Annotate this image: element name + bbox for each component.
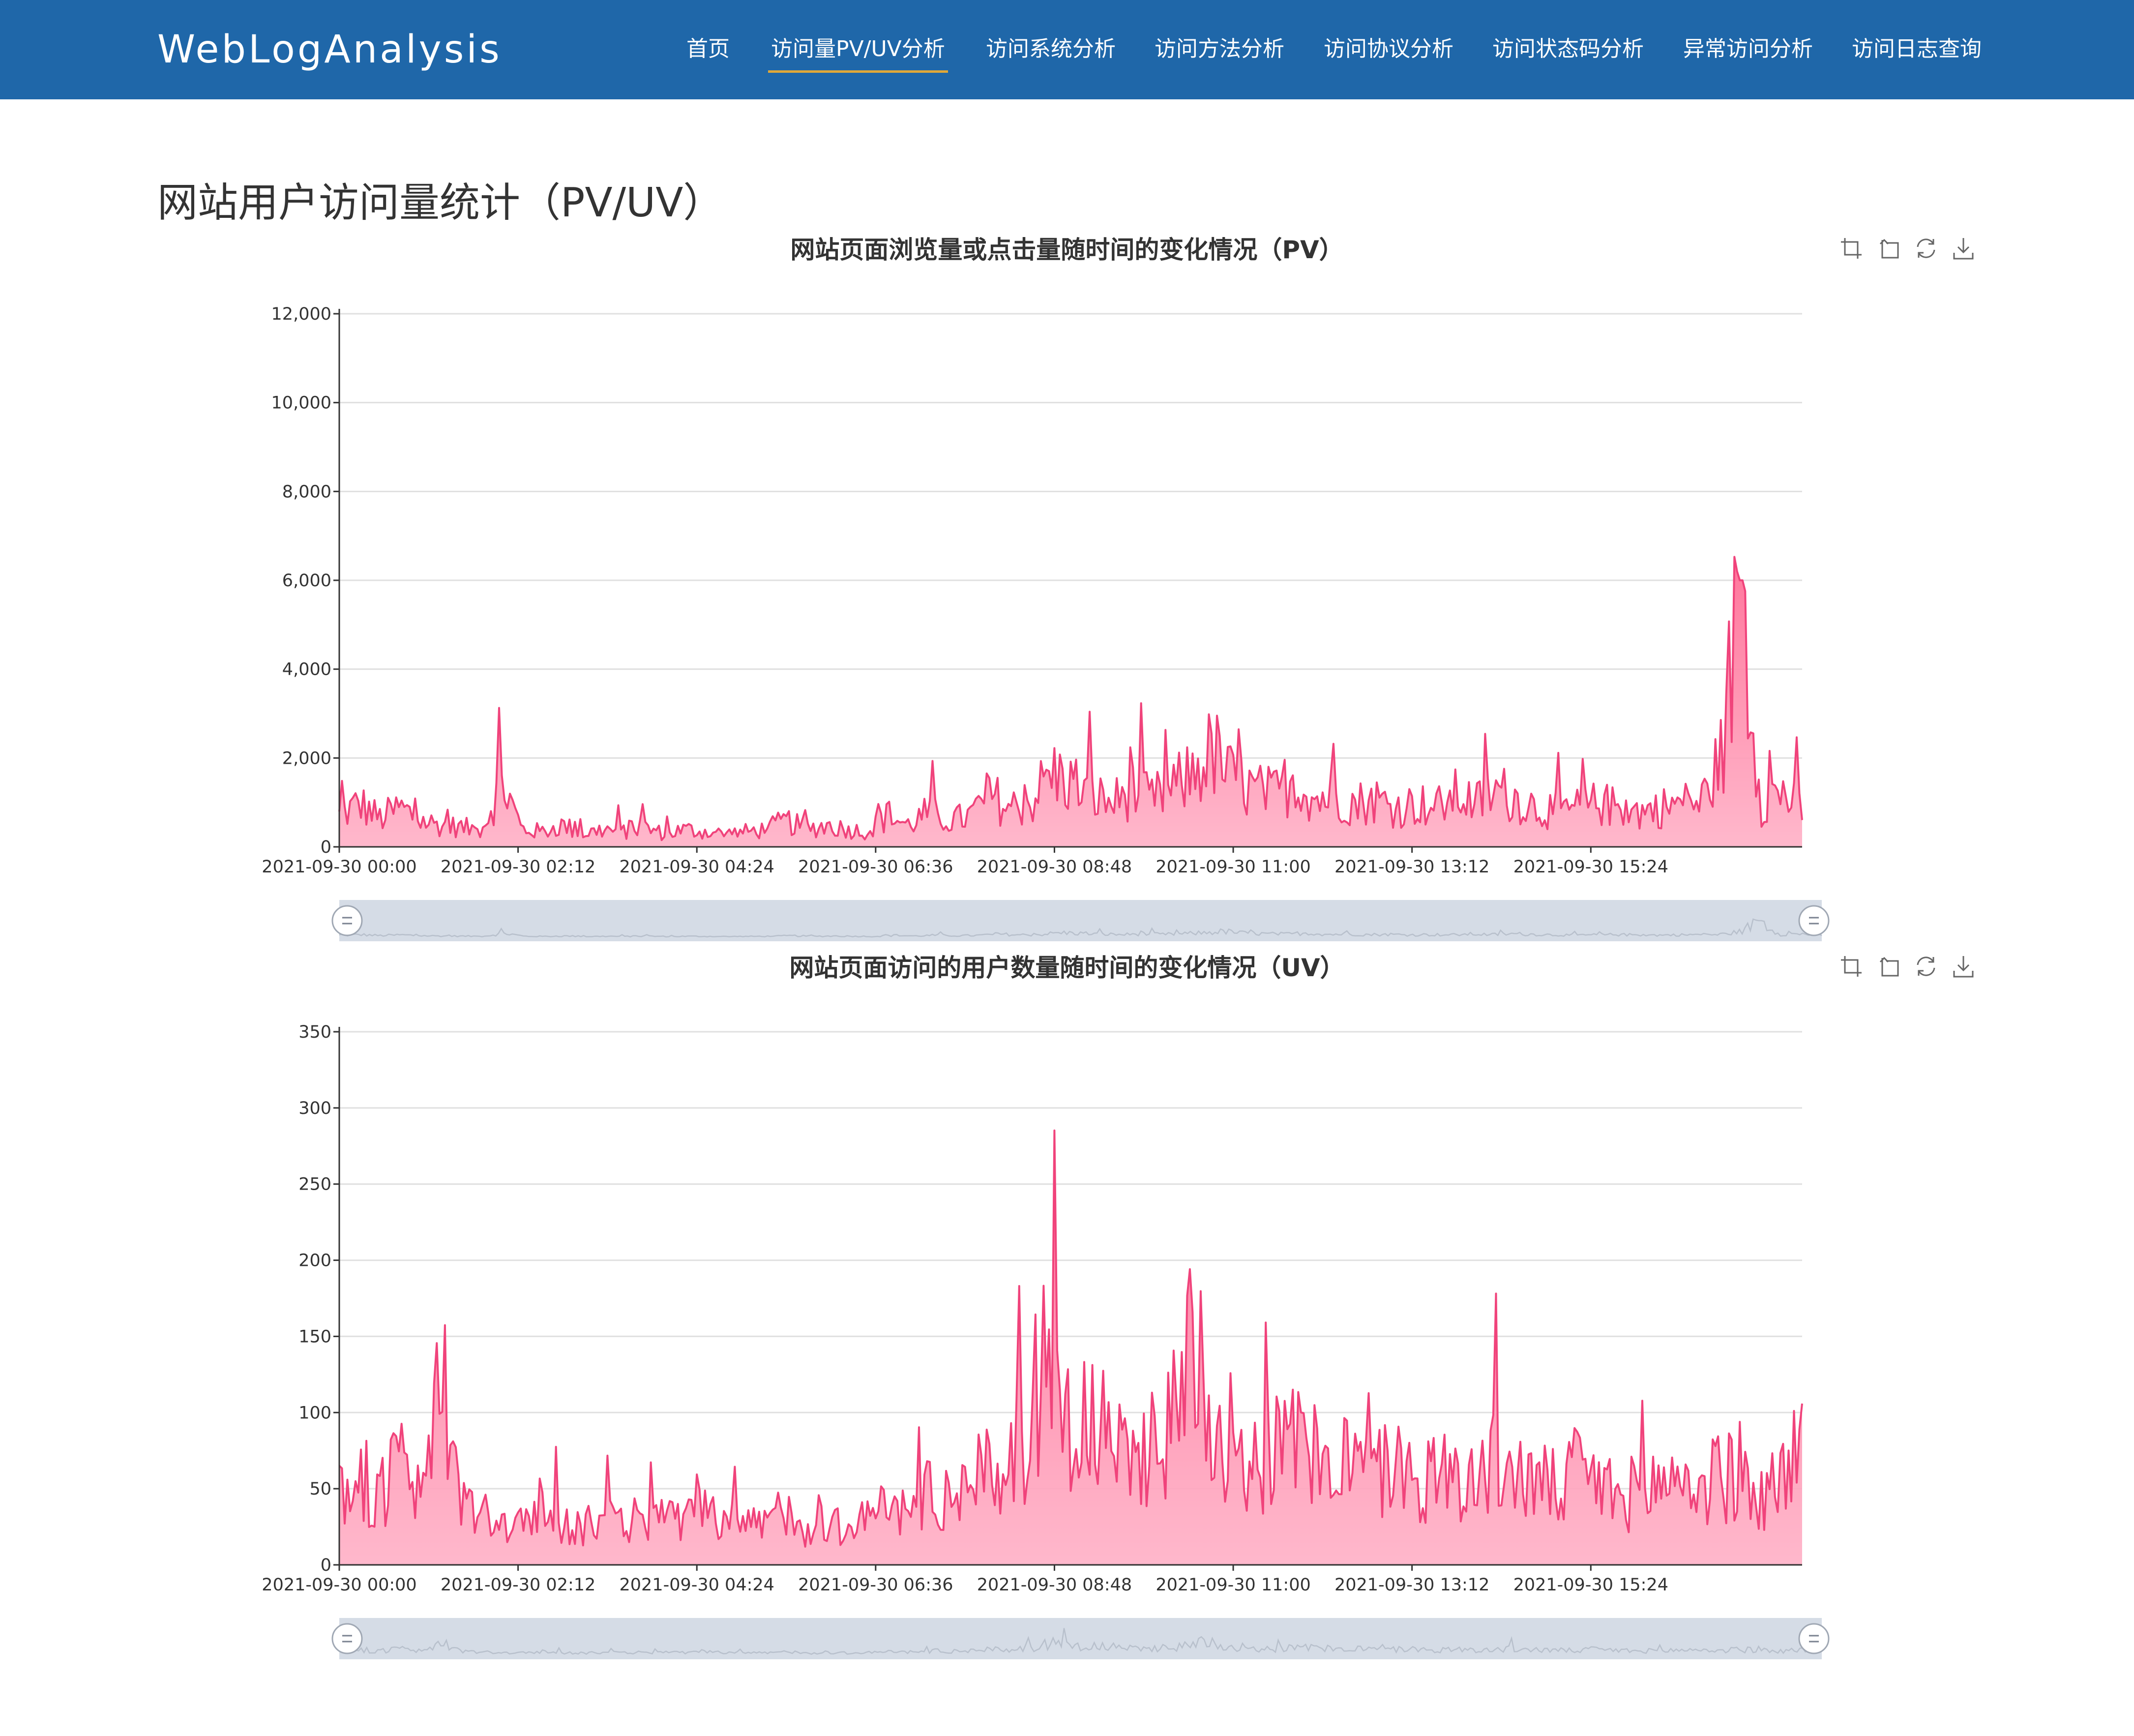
- pv-datazoom-preview: [339, 918, 1822, 938]
- uv-chart[interactable]: 0 50 100 150 200 250 300 350 2021-09-30 00:00 202…: [0, 984, 2134, 1659]
- uv-datazoom-left-handle[interactable]: [331, 1623, 363, 1654]
- uv-y-tick-label: 300: [298, 1099, 331, 1118]
- pv-datazoom-right-handle[interactable]: [1798, 905, 1830, 936]
- restore-icon[interactable]: [1914, 236, 1938, 261]
- nav-item-os[interactable]: 访问系统分析: [986, 36, 1116, 61]
- pv-datazoom-left-handle[interactable]: [331, 905, 363, 936]
- zoom-reset-icon[interactable]: [1876, 954, 1901, 979]
- pv-y-tick-label: 0: [321, 838, 331, 857]
- nav-item-status-code[interactable]: 访问状态码分析: [1492, 36, 1644, 61]
- pv-series-line: [338, 556, 1803, 841]
- pv-x-tick-label: 2021-09-30 08:48: [977, 857, 1132, 877]
- save-image-icon[interactable]: [1951, 236, 1976, 261]
- nav-item-pv-uv[interactable]: 访问量PV/UV分析: [768, 34, 948, 73]
- uv-y-tick-label: 0: [321, 1556, 331, 1575]
- pv-y-tick-label: 8,000: [282, 482, 331, 502]
- pv-series-area: [339, 557, 1802, 847]
- save-image-icon[interactable]: [1951, 954, 1976, 979]
- uv-x-tick-label: 2021-09-30 13:12: [1334, 1575, 1489, 1595]
- pv-y-tick-label: 4,000: [282, 660, 331, 680]
- top-navbar: WebLogAnalysis 首页 访问量PV/UV分析 访问系统分析 访问方法…: [0, 0, 2134, 99]
- pv-y-tick-label: 10,000: [271, 393, 331, 413]
- uv-y-tick-label: 250: [298, 1175, 331, 1195]
- uv-y-tick-label: 200: [298, 1251, 331, 1271]
- uv-series-line: [338, 1129, 1803, 1548]
- zoom-icon[interactable]: [1839, 954, 1864, 979]
- uv-x-tick-label: 2021-09-30 11:00: [1156, 1575, 1310, 1595]
- uv-x-tick-label: 2021-09-30 06:36: [798, 1575, 953, 1595]
- pv-chart-title: 网站页面浏览量或点击量随时间的变化情况（PV）: [790, 236, 1344, 264]
- uv-x-tick-label: 2021-09-30 02:12: [441, 1575, 595, 1595]
- pv-x-tick-label: 2021-09-30 13:12: [1334, 857, 1489, 877]
- uv-datazoom-preview: [339, 1628, 1822, 1655]
- zoom-reset-icon[interactable]: [1876, 236, 1901, 261]
- uv-x-tick-label: 2021-09-30 08:48: [977, 1575, 1132, 1595]
- pv-x-tick-label: 2021-09-30 15:24: [1513, 857, 1668, 877]
- uv-x-tick-label: 2021-09-30 15:24: [1513, 1575, 1668, 1595]
- pv-x-tick-label: 2021-09-30 00:00: [262, 857, 416, 877]
- pv-y-tick-label: 6,000: [282, 571, 331, 591]
- nav-item-protocol[interactable]: 访问协议分析: [1324, 36, 1453, 61]
- uv-x-tick-label: 2021-09-30 04:24: [620, 1575, 774, 1595]
- nav-item-home[interactable]: 首页: [686, 36, 730, 61]
- pv-y-tick-label: 12,000: [271, 304, 331, 324]
- pv-x-tick-label: 2021-09-30 06:36: [798, 857, 953, 877]
- pv-chart[interactable]: 0 2,000 4,000 6,000 8,000 10,000 12,000 2021-09…: [0, 266, 2134, 941]
- restore-icon[interactable]: [1914, 954, 1938, 979]
- page-title: 网站用户访问量统计（PV/UV）: [157, 180, 724, 226]
- uv-datazoom-right-handle[interactable]: [1798, 1623, 1830, 1654]
- pv-x-tick-label: 2021-09-30 02:12: [441, 857, 595, 877]
- nav-item-method[interactable]: 访问方法分析: [1155, 36, 1284, 61]
- uv-y-tick-label: 350: [298, 1022, 331, 1042]
- brand-logo[interactable]: WebLogAnalysis: [157, 28, 502, 72]
- uv-chart-title: 网站页面访问的用户数量随时间的变化情况（UV）: [789, 954, 1345, 982]
- zoom-icon[interactable]: [1839, 236, 1864, 261]
- uv-y-tick-label: 150: [298, 1327, 331, 1347]
- pv-datazoom-bar[interactable]: [339, 900, 1822, 941]
- nav-item-abnormal[interactable]: 异常访问分析: [1683, 36, 1813, 61]
- uv-y-tick-label: 100: [298, 1403, 331, 1423]
- pv-x-tick-label: 2021-09-30 04:24: [620, 857, 774, 877]
- nav-item-log-query[interactable]: 访问日志查询: [1852, 36, 1982, 61]
- uv-x-tick-label: 2021-09-30 00:00: [262, 1575, 416, 1595]
- uv-series-area: [339, 1130, 1802, 1565]
- uv-y-tick-label: 50: [309, 1479, 331, 1499]
- pv-y-tick-label: 2,000: [282, 748, 331, 768]
- pv-x-tick-label: 2021-09-30 11:00: [1156, 857, 1310, 877]
